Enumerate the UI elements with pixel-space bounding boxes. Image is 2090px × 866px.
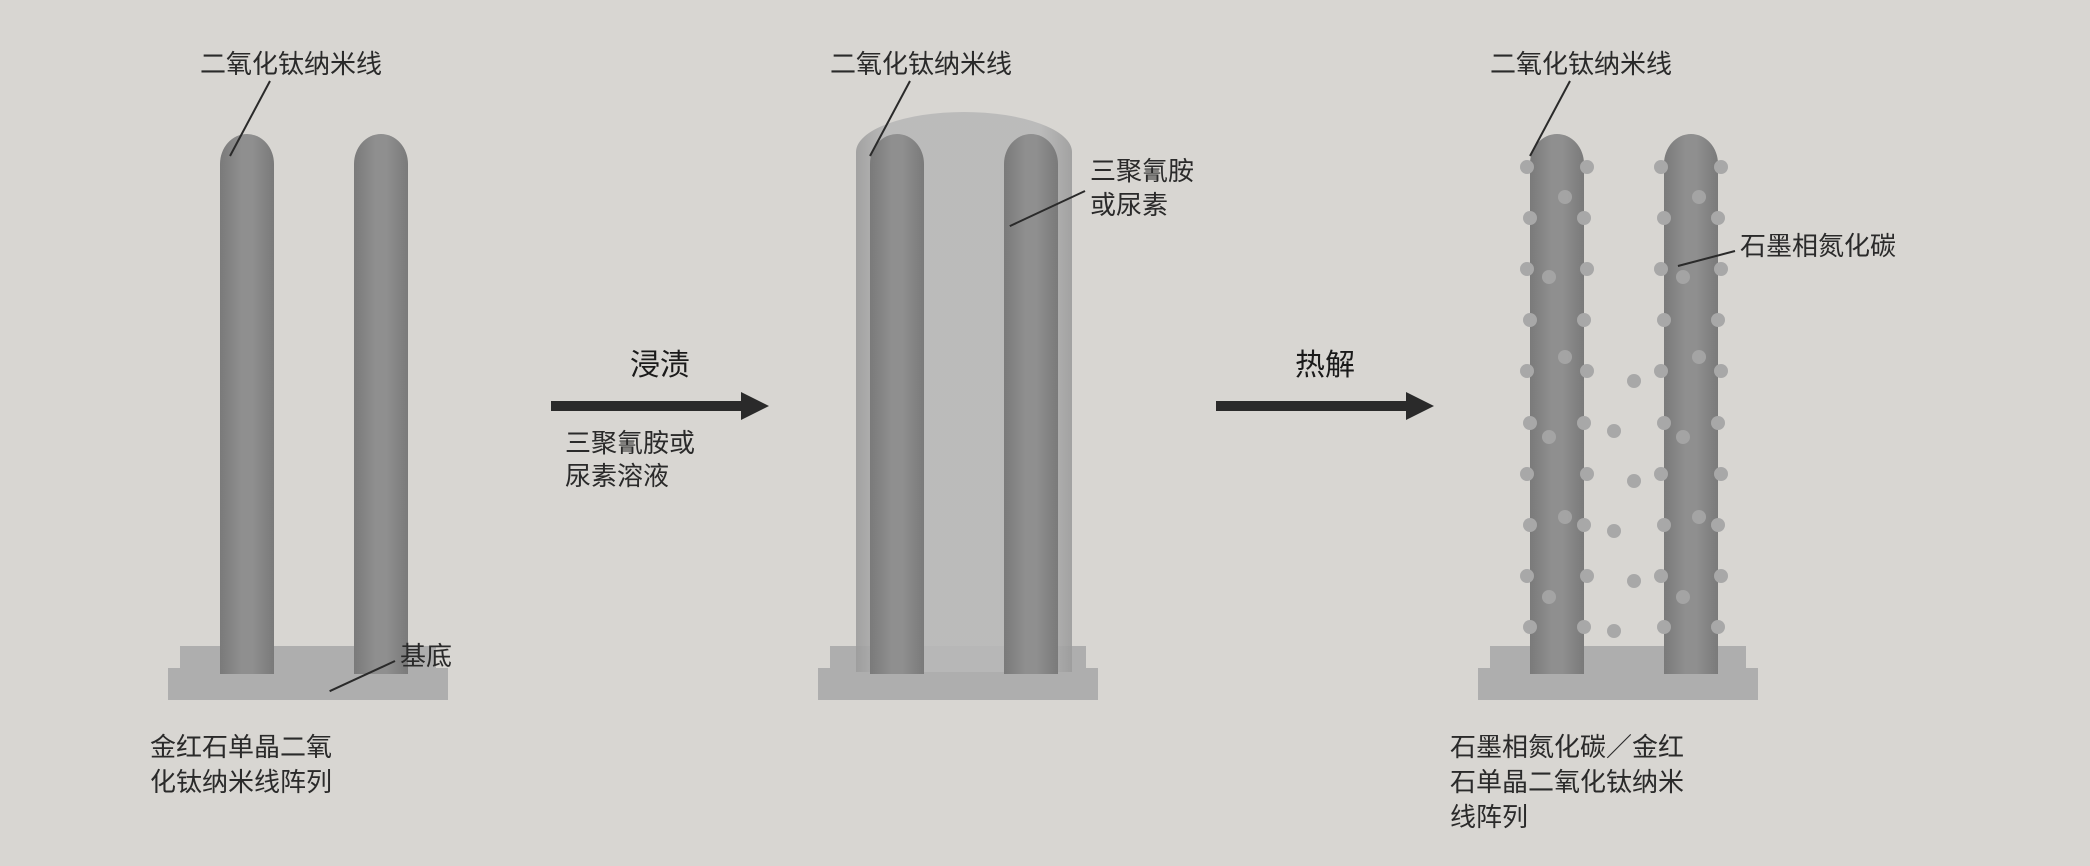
carbon-nitride-dot <box>1714 467 1728 481</box>
carbon-nitride-dot <box>1627 574 1641 588</box>
carbon-nitride-dot <box>1711 313 1725 327</box>
carbon-nitride-dot <box>1520 160 1534 174</box>
carbon-nitride-dot <box>1520 467 1534 481</box>
arrow-line <box>551 401 741 411</box>
carbon-nitride-dot <box>1577 211 1591 225</box>
arrow1: 浸渍三聚氰胺或尿素溶液 <box>545 340 775 493</box>
carbon-nitride-dot <box>1607 624 1621 638</box>
label-s3_wire: 二氧化钛纳米线 <box>1490 48 1672 82</box>
nanowire <box>354 134 408 674</box>
label-s1_wire: 二氧化钛纳米线 <box>200 48 382 82</box>
carbon-nitride-dot <box>1607 524 1621 538</box>
arrow2-shaft <box>1216 392 1434 420</box>
carbon-nitride-dot <box>1542 430 1556 444</box>
carbon-nitride-dot <box>1558 350 1572 364</box>
carbon-nitride-dot <box>1580 364 1594 378</box>
carbon-nitride-dot <box>1577 620 1591 634</box>
carbon-nitride-dot <box>1654 160 1668 174</box>
caption-stage1: 金红石单晶二氧化钛纳米线阵列 <box>150 730 410 800</box>
carbon-nitride-dot <box>1657 416 1671 430</box>
carbon-nitride-dot <box>1711 416 1725 430</box>
carbon-nitride-dot <box>1580 569 1594 583</box>
nanowire <box>870 134 924 674</box>
arrow-head-icon <box>1406 392 1434 420</box>
carbon-nitride-dot <box>1676 430 1690 444</box>
carbon-nitride-dot <box>1523 620 1537 634</box>
carbon-nitride-dot <box>1580 160 1594 174</box>
carbon-nitride-dot <box>1558 190 1572 204</box>
carbon-nitride-dot <box>1657 620 1671 634</box>
carbon-nitride-dot <box>1654 467 1668 481</box>
arrow1-label-top: 浸渍 <box>630 340 690 384</box>
nanowire <box>1530 134 1584 674</box>
label-s3_dot: 石墨相氮化碳 <box>1740 230 1896 264</box>
carbon-nitride-dot <box>1627 374 1641 388</box>
base-anchor <box>1480 88 1800 700</box>
label-s1_sub: 基底 <box>400 640 452 674</box>
carbon-nitride-dot <box>1714 262 1728 276</box>
carbon-nitride-dot <box>1580 467 1594 481</box>
arrow2: 热解 <box>1210 340 1440 420</box>
arrow1-label-bottom: 三聚氰胺或尿素溶液 <box>565 428 695 493</box>
label-s2_coat: 三聚氰胺或尿素 <box>1090 155 1250 223</box>
carbon-nitride-dot <box>1714 364 1728 378</box>
carbon-nitride-dot <box>1577 518 1591 532</box>
carbon-nitride-dot <box>1523 518 1537 532</box>
carbon-nitride-dot <box>1520 569 1534 583</box>
arrow1-shaft <box>551 392 769 420</box>
carbon-nitride-dot <box>1558 510 1572 524</box>
carbon-nitride-dot <box>1711 518 1725 532</box>
carbon-nitride-dot <box>1542 270 1556 284</box>
carbon-nitride-dot <box>1714 160 1728 174</box>
carbon-nitride-dot <box>1542 590 1556 604</box>
structure-holder <box>820 0 1140 866</box>
carbon-nitride-dot <box>1714 569 1728 583</box>
carbon-nitride-dot <box>1654 569 1668 583</box>
base-anchor <box>170 88 490 700</box>
arrow-head-icon <box>741 392 769 420</box>
arrow-line <box>1216 401 1406 411</box>
carbon-nitride-dot <box>1692 350 1706 364</box>
carbon-nitride-dot <box>1580 262 1594 276</box>
nanowire <box>1664 134 1718 674</box>
carbon-nitride-dot <box>1577 313 1591 327</box>
carbon-nitride-dot <box>1692 510 1706 524</box>
nanowire <box>220 134 274 674</box>
carbon-nitride-dot <box>1577 416 1591 430</box>
carbon-nitride-dot <box>1711 620 1725 634</box>
carbon-nitride-dot <box>1627 474 1641 488</box>
carbon-nitride-dot <box>1523 416 1537 430</box>
carbon-nitride-dot <box>1676 270 1690 284</box>
arrow2-label-top: 热解 <box>1295 340 1355 384</box>
carbon-nitride-dot <box>1607 424 1621 438</box>
caption-stage3: 石墨相氮化碳／金红石单晶二氧化钛纳米线阵列 <box>1450 730 1750 835</box>
carbon-nitride-dot <box>1711 211 1725 225</box>
carbon-nitride-dot <box>1676 590 1690 604</box>
carbon-nitride-dot <box>1692 190 1706 204</box>
carbon-nitride-dot <box>1657 518 1671 532</box>
label-s2_wire: 二氧化钛纳米线 <box>830 48 1012 82</box>
